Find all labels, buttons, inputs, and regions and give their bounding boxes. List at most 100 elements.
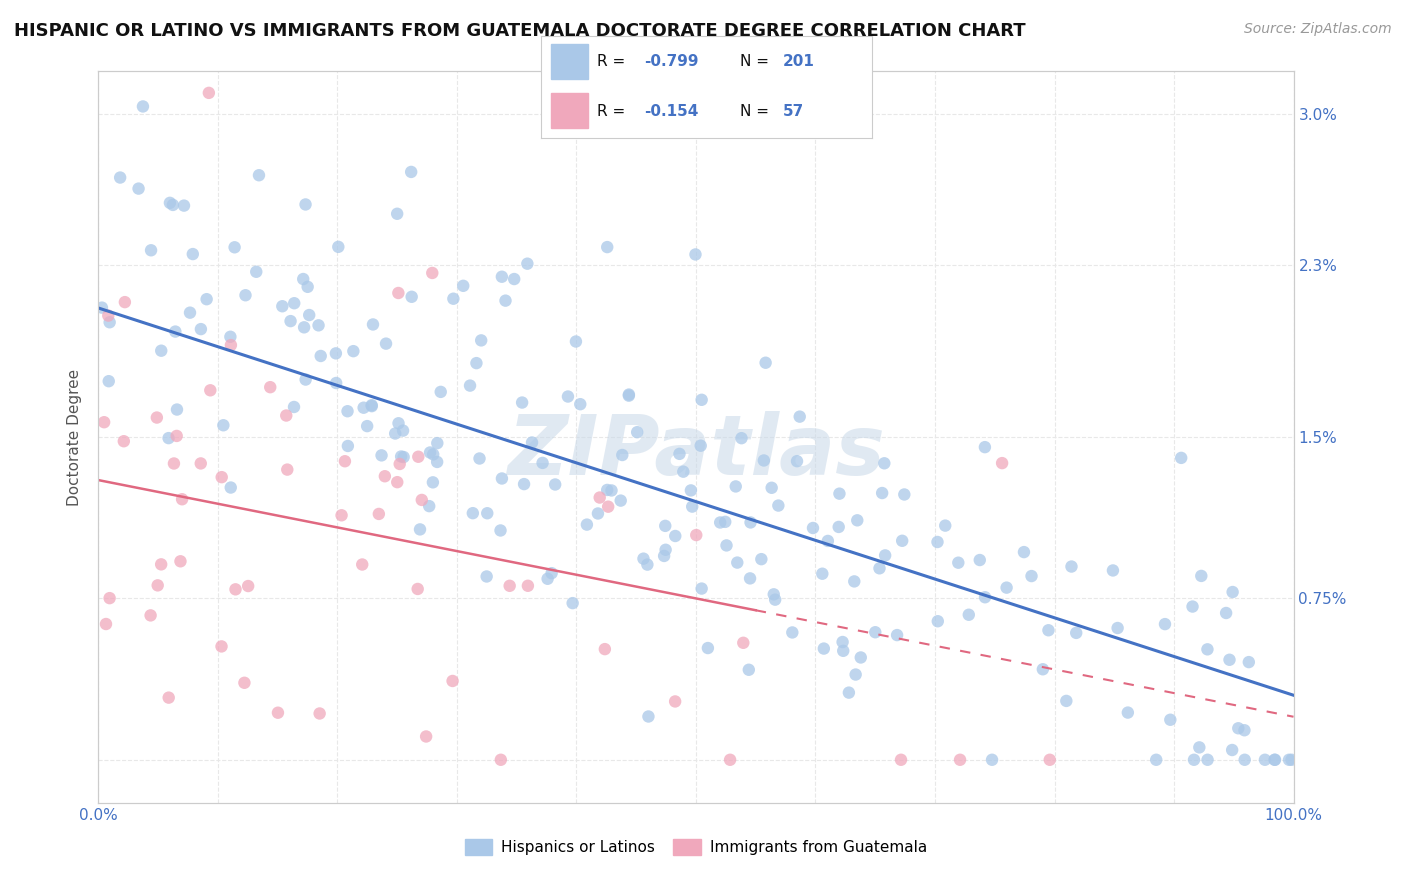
Point: [98, 591, 121, 606]
Point: [636, 558, 658, 572]
Point: [157, 431, 180, 445]
Point: [801, 521, 824, 535]
Point: [696, 641, 718, 656]
Text: HISPANIC OR LATINO VS IMMIGRANTS FROM GUATEMALA DOCTORATE DEGREE CORRELATION CHA: HISPANIC OR LATINO VS IMMIGRANTS FROM GU…: [14, 22, 1026, 40]
Point: [352, 558, 374, 572]
Point: [283, 400, 305, 414]
Point: [637, 709, 659, 723]
Point: [328, 240, 350, 254]
Point: [114, 295, 136, 310]
Point: [157, 690, 180, 705]
Point: [90, 301, 112, 315]
Point: [612, 448, 634, 462]
Point: [828, 486, 851, 500]
Point: [181, 247, 204, 261]
Point: [451, 278, 474, 293]
Point: [333, 454, 356, 468]
Point: [468, 451, 491, 466]
Point: [356, 419, 378, 434]
Point: [491, 471, 513, 485]
Point: [259, 380, 281, 394]
Point: [458, 378, 481, 392]
Point: [325, 376, 347, 390]
Point: [1060, 559, 1083, 574]
Point: [927, 614, 949, 628]
Point: [370, 449, 392, 463]
Point: [94, 617, 117, 632]
Point: [763, 592, 786, 607]
Point: [516, 579, 538, 593]
Point: [97, 374, 120, 388]
Point: [408, 450, 430, 464]
Bar: [551, 93, 588, 128]
Point: [112, 434, 135, 449]
Point: [991, 456, 1014, 470]
Point: [1144, 753, 1167, 767]
Point: [609, 493, 631, 508]
Point: [789, 409, 811, 424]
Point: [761, 481, 783, 495]
Text: -0.799: -0.799: [644, 54, 699, 70]
Point: [429, 384, 451, 399]
Point: [652, 549, 675, 563]
Point: [280, 314, 302, 328]
Point: [755, 356, 778, 370]
Point: [461, 506, 484, 520]
Point: [387, 475, 409, 490]
Point: [336, 439, 359, 453]
Point: [1233, 753, 1256, 767]
Point: [1188, 740, 1211, 755]
Point: [139, 244, 162, 258]
Text: Source: ZipAtlas.com: Source: ZipAtlas.com: [1244, 22, 1392, 37]
Point: [974, 591, 997, 605]
Point: [685, 528, 707, 542]
Text: ZIPatlas: ZIPatlas: [508, 411, 884, 492]
Point: [195, 292, 218, 306]
Text: R =: R =: [598, 103, 631, 119]
Point: [786, 454, 808, 468]
Point: [173, 199, 195, 213]
Point: [297, 280, 319, 294]
Point: [247, 168, 270, 182]
Point: [593, 642, 616, 657]
Point: [516, 257, 538, 271]
Point: [817, 533, 839, 548]
Point: [752, 453, 775, 467]
Point: [531, 456, 554, 470]
Point: [98, 315, 121, 329]
Point: [406, 582, 429, 596]
Point: [294, 197, 316, 211]
Point: [146, 578, 169, 592]
Point: [1264, 753, 1286, 767]
Point: [544, 477, 567, 491]
Point: [146, 410, 169, 425]
Point: [969, 553, 991, 567]
Point: [294, 373, 316, 387]
Point: [510, 395, 533, 409]
Point: [225, 582, 247, 597]
Point: [97, 309, 120, 323]
Point: [575, 517, 598, 532]
Point: [211, 640, 233, 654]
Point: [367, 507, 389, 521]
Point: [360, 399, 382, 413]
Point: [973, 440, 995, 454]
Point: [838, 685, 860, 699]
Point: [598, 500, 620, 514]
Point: [441, 673, 464, 688]
Point: [714, 515, 737, 529]
Point: [1254, 753, 1277, 767]
Point: [1116, 706, 1139, 720]
Point: [1197, 753, 1219, 767]
Point: [415, 730, 437, 744]
Point: [690, 392, 713, 407]
Point: [489, 524, 512, 538]
Point: [1012, 545, 1035, 559]
Point: [309, 349, 332, 363]
Point: [128, 181, 150, 195]
Point: [1281, 753, 1303, 767]
Point: [865, 625, 887, 640]
Point: [561, 596, 583, 610]
Point: [93, 415, 115, 429]
Point: [1054, 694, 1077, 708]
